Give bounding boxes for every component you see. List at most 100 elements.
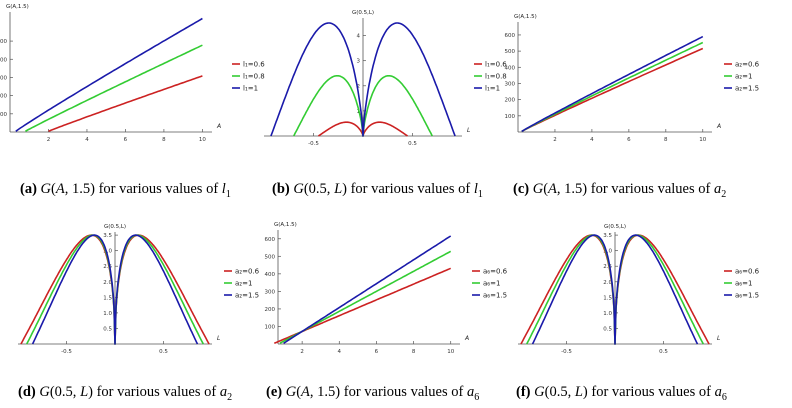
x-tick-label: 0.5 (659, 349, 668, 355)
x-tick-label: -0.5 (561, 349, 572, 355)
y-tick-label: 3.5 (603, 233, 612, 239)
legend-label: a₂=0.6 (735, 61, 760, 69)
x-axis-title: A (716, 123, 721, 130)
x-tick-label: 8 (412, 349, 416, 355)
y-tick-label: 2.5 (103, 264, 112, 270)
y-tick-label: 4 (357, 34, 361, 40)
chart-e: 2 4 6 8 10 100 200 300 400 500 600 G(A,1.5) Aa₆=0.6 a… (265, 222, 508, 355)
x-tick-label: 4 (590, 137, 594, 143)
legend-label: l₁=1 (243, 85, 258, 93)
legend-label: a₆=0.6 (483, 268, 508, 276)
y-tick-label: 500 (265, 254, 276, 260)
series-line-a6=1.5 (531, 234, 699, 345)
series-line-a2=1 (521, 41, 704, 133)
caption-d: (d) G(0.5, L) for various values of a2 (18, 384, 233, 403)
series-line-a2=1.5 (31, 234, 199, 345)
legend-label: l₁=0.8 (243, 73, 265, 81)
series-line-l1=1 (15, 17, 203, 132)
x-tick-label: 6 (124, 137, 128, 143)
y-tick-label: 0.5 (603, 326, 612, 332)
y-tick-label: 1.5 (103, 295, 112, 301)
y-tick-label: 3.0 (603, 249, 612, 255)
legend-label: a₆=1.5 (483, 292, 507, 300)
legend-label: a₆=1.5 (735, 292, 759, 300)
x-tick-label: 10 (447, 349, 454, 355)
x-axis-title: A (464, 335, 469, 342)
chart-d: -0.5 0.5 0.5 1.0 1.5 2.0 2.5 3.0 3.5 G(0.5,L) La₂=… (18, 224, 260, 355)
y-tick-label: 2.0 (603, 280, 612, 286)
y-axis-title: G(A,1.5) (274, 222, 297, 228)
x-tick-label: 4 (85, 137, 89, 143)
legend-label: a₂=1 (735, 73, 752, 81)
y-tick-label: 1.0 (603, 311, 612, 317)
y-axis-title: G(A,1.5) (514, 14, 537, 20)
legend-label: a₂=1.5 (235, 292, 259, 300)
y-axis-title: G(0.5,L) (104, 224, 126, 230)
y-axis-title: G(A,1.5) (6, 4, 29, 10)
x-tick-label: 10 (199, 137, 206, 143)
y-tick-label: 400 (505, 65, 516, 71)
chart-c: 2 4 6 8 10 100 200 300 400 500 600 G(A,1.5) Aa₂=0.6 a… (505, 14, 760, 143)
y-tick-label: 600 (265, 237, 276, 243)
caption-a: (a) G(A, 1.5) for various values of l1 (20, 181, 231, 200)
y-tick-label: 3 (357, 59, 361, 65)
y-tick-label: 1.5 (603, 295, 612, 301)
series-line-a2=0.6 (521, 47, 704, 133)
legend-label: a₂=1 (235, 280, 252, 288)
chart-b: -0.5 0.5 1 2 3 4 G(0.5,L) Ll₁=0.6 l₁=0.8 l₁=1 (264, 10, 507, 147)
y-tick-label: 300 (0, 75, 7, 81)
y-tick-label: 100 (0, 112, 7, 118)
y-tick-label: 500 (505, 49, 516, 55)
legend-label: l₁=0.6 (485, 61, 507, 69)
y-tick-label: 3.0 (103, 249, 112, 255)
legend-label: l₁=0.8 (485, 73, 507, 81)
y-tick-label: 400 (0, 57, 7, 63)
legend-label: l₁=1 (485, 85, 500, 93)
legend-label: l₁=0.6 (243, 61, 265, 69)
series-line-l1=1 (270, 22, 456, 137)
x-tick-label: 0.5 (159, 349, 168, 355)
x-axis-title: L (217, 335, 220, 342)
x-tick-label: 6 (375, 349, 379, 355)
y-tick-label: 3.5 (103, 233, 112, 239)
x-tick-label: 10 (699, 137, 706, 143)
x-tick-label: 2 (300, 349, 304, 355)
y-tick-label: 500 (0, 39, 7, 45)
y-tick-label: 200 (0, 94, 7, 100)
y-tick-label: 200 (505, 98, 516, 104)
legend-label: a₆=0.6 (735, 268, 760, 276)
chart-a: 2 4 6 8 10 100 200 300 400 500 G(A,1.5) Al₁=0.6 l₁=0… (0, 4, 265, 143)
y-tick-label: 1 (357, 109, 361, 115)
x-axis-title: A (216, 123, 221, 130)
series-line-l1=0.8 (24, 44, 203, 132)
x-axis-title: L (467, 127, 470, 134)
x-tick-label: -0.5 (61, 349, 72, 355)
y-tick-label: 300 (505, 81, 516, 87)
y-tick-label: 0.5 (103, 326, 112, 332)
y-tick-label: 2.5 (603, 264, 612, 270)
y-tick-label: 100 (505, 114, 516, 120)
y-tick-label: 2.0 (103, 280, 112, 286)
x-tick-label: 2 (553, 137, 557, 143)
y-tick-label: 600 (505, 33, 516, 39)
x-axis-title: L (717, 335, 720, 342)
y-tick-label: 400 (265, 272, 276, 278)
y-axis-title: G(0.5,L) (352, 10, 374, 16)
x-tick-label: 6 (627, 137, 631, 143)
y-tick-label: 200 (265, 307, 276, 313)
series-line-l1=0.6 (48, 75, 203, 133)
x-tick-label: 8 (162, 137, 166, 143)
caption-f: (f) G(0.5, L) for various values of a6 (516, 384, 727, 403)
x-tick-label: 2 (47, 137, 51, 143)
y-tick-label: 300 (265, 289, 276, 295)
legend-label: a₆=1 (735, 280, 752, 288)
legend-label: a₂=1.5 (735, 85, 759, 93)
x-tick-label: -0.5 (308, 141, 319, 147)
x-tick-label: 8 (664, 137, 668, 143)
y-tick-label: 1.0 (103, 311, 112, 317)
chart-f: -0.5 0.5 0.5 1.0 1.5 2.0 2.5 3.0 3.5 G(0.5,L) La₆=… (518, 224, 760, 355)
x-tick-label: 0.5 (408, 141, 417, 147)
legend-label: a₂=0.6 (235, 268, 260, 276)
y-tick-label: 2 (357, 84, 361, 90)
